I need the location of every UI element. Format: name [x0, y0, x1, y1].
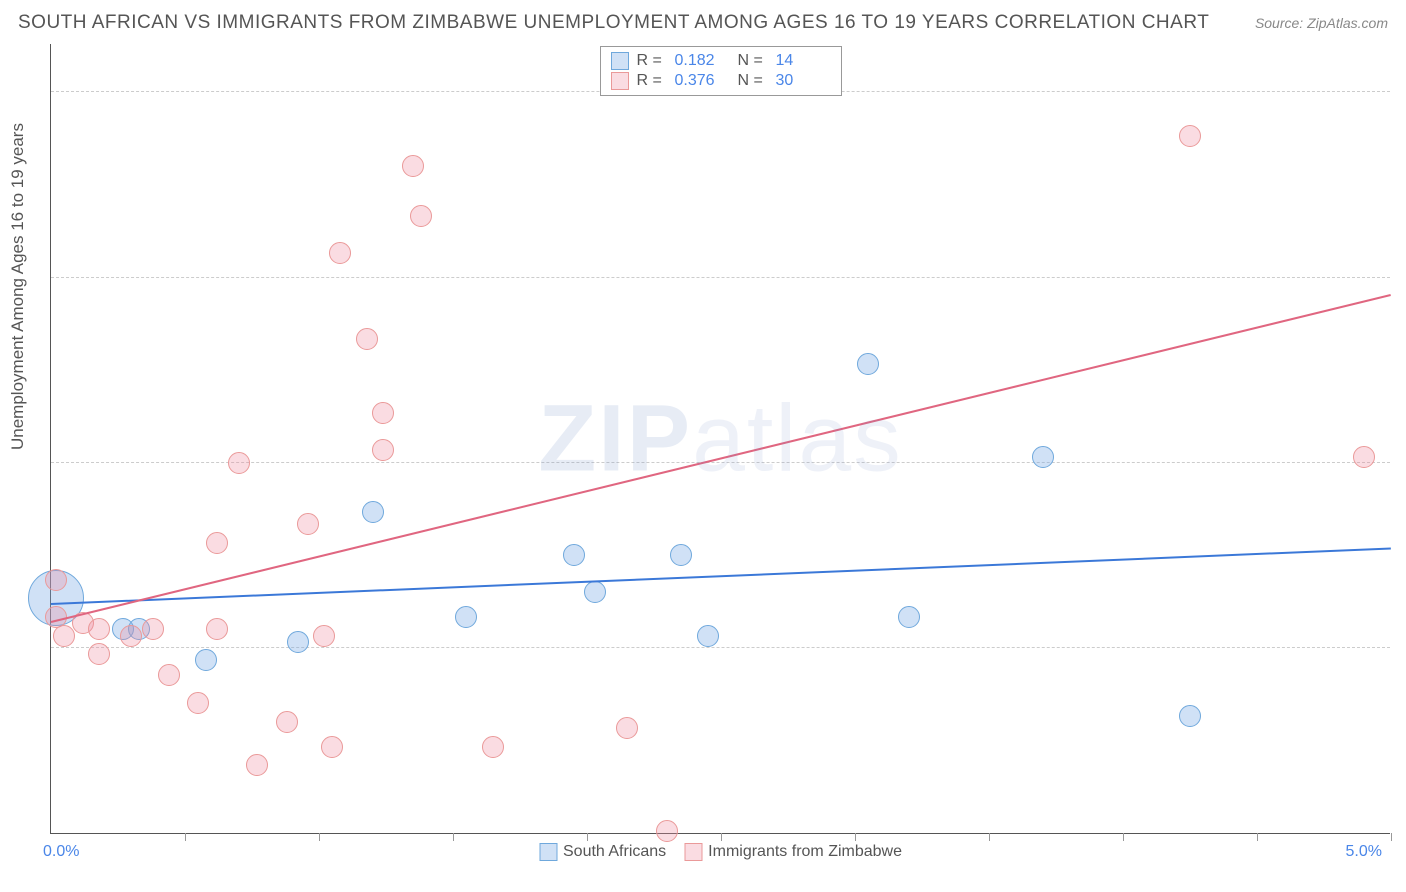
data-point	[857, 353, 879, 375]
legend-swatch	[611, 52, 629, 70]
watermark: ZIPatlas	[538, 384, 902, 493]
data-point	[206, 618, 228, 640]
legend-stat-row: R = 0.376 N = 30	[611, 71, 831, 91]
x-axis-origin: 0.0%	[43, 843, 79, 861]
legend-series-name: Immigrants from Zimbabwe	[708, 843, 902, 860]
trend-line	[51, 547, 1391, 605]
data-point	[195, 649, 217, 671]
x-tick	[1391, 833, 1392, 841]
x-tick	[319, 833, 320, 841]
data-point	[120, 625, 142, 647]
data-point	[455, 606, 477, 628]
data-point	[1179, 125, 1201, 147]
data-point	[321, 736, 343, 758]
data-point	[53, 625, 75, 647]
gridline	[51, 277, 1390, 278]
legend-swatch	[684, 843, 702, 861]
trend-line	[51, 294, 1391, 623]
legend-series-name: South Africans	[563, 843, 666, 860]
gridline	[51, 462, 1390, 463]
data-point	[697, 625, 719, 647]
data-point	[187, 692, 209, 714]
data-point	[1032, 446, 1054, 468]
y-axis-label: Unemployment Among Ages 16 to 19 years	[8, 123, 28, 450]
x-tick	[587, 833, 588, 841]
gridline	[51, 647, 1390, 648]
data-point	[362, 501, 384, 523]
x-tick	[989, 833, 990, 841]
chart-source: Source: ZipAtlas.com	[1255, 15, 1388, 31]
data-point	[142, 618, 164, 640]
data-point	[88, 643, 110, 665]
data-point	[898, 606, 920, 628]
x-tick	[721, 833, 722, 841]
data-point	[1353, 446, 1375, 468]
legend-series-item: Immigrants from Zimbabwe	[684, 843, 902, 861]
x-axis-end: 5.0%	[1346, 843, 1382, 861]
data-point	[410, 205, 432, 227]
legend-r-label: R =	[637, 72, 667, 90]
legend-n-value: 30	[776, 72, 831, 90]
legend-swatch	[539, 843, 557, 861]
data-point	[563, 544, 585, 566]
legend-r-value: 0.376	[675, 72, 730, 90]
data-point	[246, 754, 268, 776]
legend-series-item: South Africans	[539, 843, 666, 861]
data-point	[88, 618, 110, 640]
x-tick	[453, 833, 454, 841]
x-tick	[855, 833, 856, 841]
data-point	[276, 711, 298, 733]
data-point	[158, 664, 180, 686]
data-point	[206, 532, 228, 554]
data-point	[228, 452, 250, 474]
data-point	[656, 820, 678, 842]
data-point	[356, 328, 378, 350]
legend-series: South Africans Immigrants from Zimbabwe	[539, 843, 902, 861]
legend-swatch	[611, 72, 629, 90]
data-point	[372, 439, 394, 461]
legend-r-value: 0.182	[675, 52, 730, 70]
plot-area: ZIPatlas R =0.182N =14R =0.376N =30 Sout…	[50, 44, 1390, 834]
data-point	[313, 625, 335, 647]
data-point	[287, 631, 309, 653]
data-point	[616, 717, 638, 739]
data-point	[670, 544, 692, 566]
legend-n-value: 14	[776, 52, 831, 70]
legend-n-label: N =	[738, 52, 768, 70]
legend-n-label: N =	[738, 72, 768, 90]
data-point	[45, 569, 67, 591]
data-point	[297, 513, 319, 535]
x-tick	[185, 833, 186, 841]
x-tick	[1123, 833, 1124, 841]
x-tick	[1257, 833, 1258, 841]
data-point	[1179, 705, 1201, 727]
legend-stats: R = 0.182 N = 14 R = 0.376 N = 30	[600, 46, 842, 96]
data-point	[584, 581, 606, 603]
chart-title: SOUTH AFRICAN VS IMMIGRANTS FROM ZIMBABW…	[18, 12, 1209, 34]
data-point	[482, 736, 504, 758]
legend-r-label: R =	[637, 52, 667, 70]
data-point	[372, 402, 394, 424]
legend-stat-row: R = 0.182 N = 14	[611, 51, 831, 71]
data-point	[402, 155, 424, 177]
data-point	[329, 242, 351, 264]
